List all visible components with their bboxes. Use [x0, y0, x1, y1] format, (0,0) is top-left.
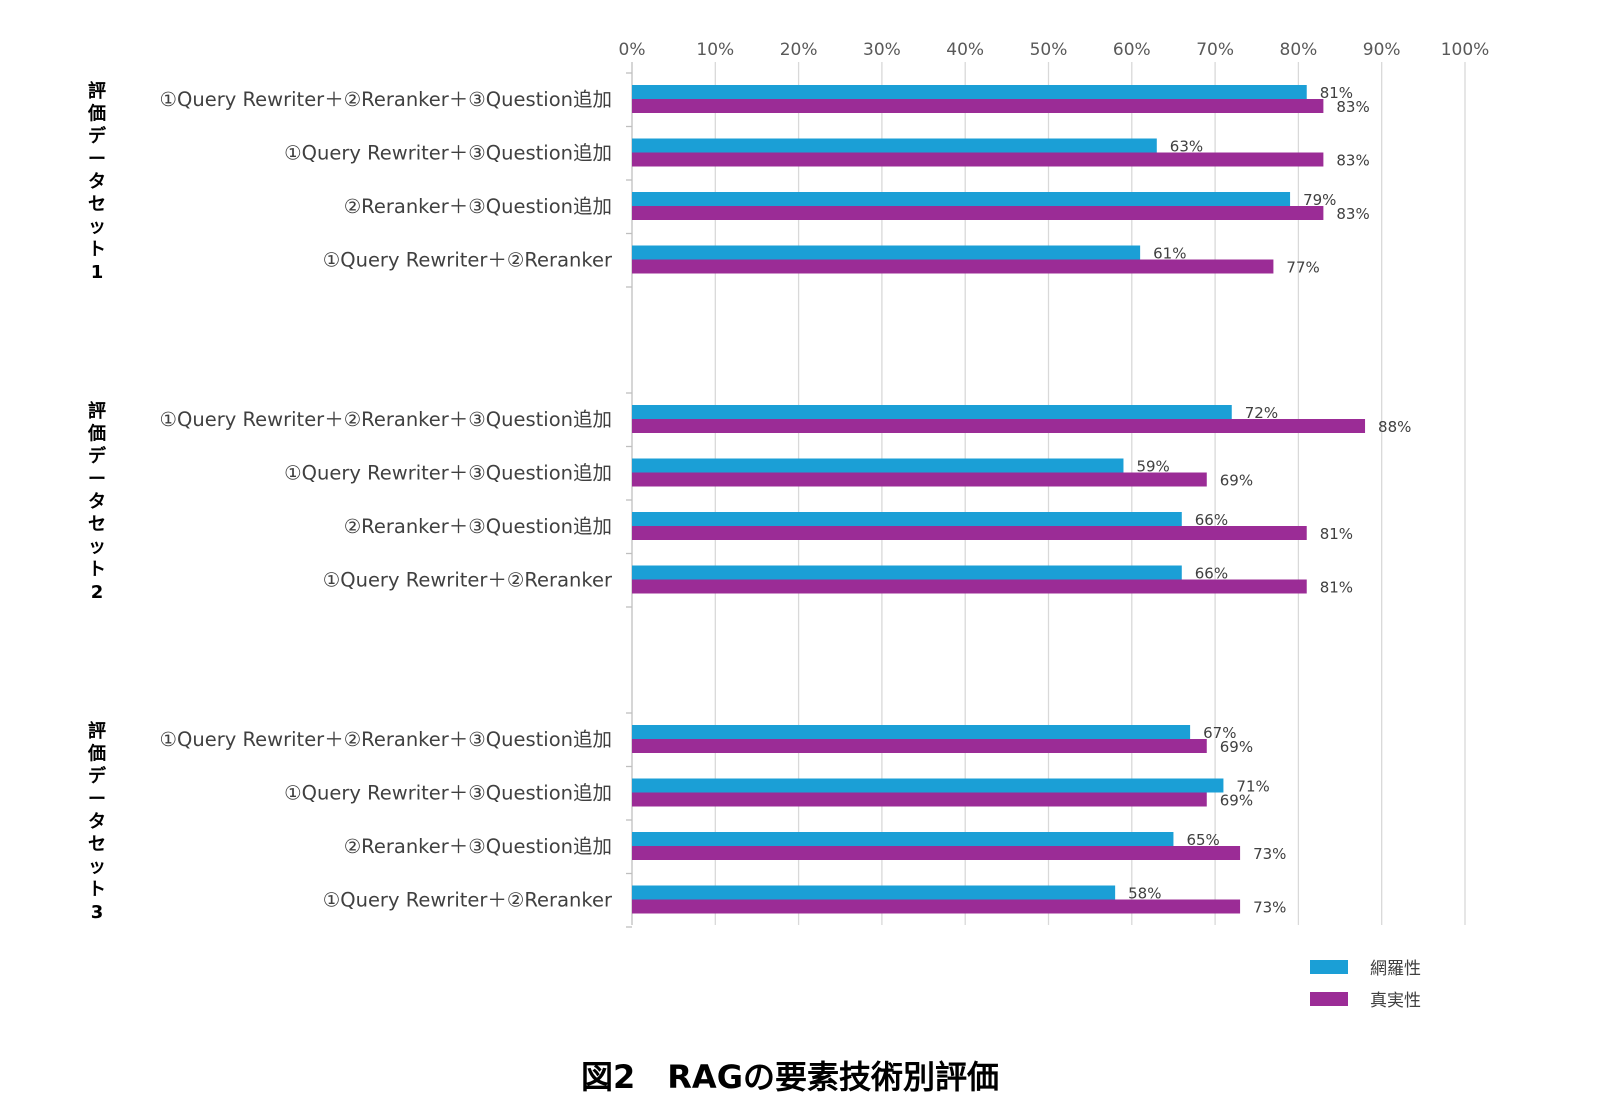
bar	[632, 565, 1182, 580]
data-label: 65%	[1186, 831, 1219, 849]
group-label: 評価データセット 1	[87, 80, 107, 283]
bar	[632, 259, 1274, 274]
category-label: ①Query Rewriter＋③Question追加	[284, 462, 612, 485]
x-tick-label: 50%	[1030, 40, 1068, 60]
data-label: 81%	[1320, 579, 1353, 597]
legend-label: 真実性	[1370, 991, 1421, 1011]
data-label: 73%	[1253, 899, 1286, 917]
data-label: 83%	[1336, 205, 1369, 223]
data-label: 59%	[1136, 458, 1169, 476]
data-label: 88%	[1378, 418, 1411, 436]
bar	[632, 832, 1174, 846]
bar	[632, 778, 1224, 793]
data-label: 69%	[1220, 738, 1253, 756]
bars	[632, 85, 1366, 914]
bar	[632, 85, 1307, 99]
bar	[632, 885, 1116, 900]
bar	[632, 512, 1182, 526]
category-label: ②Reranker＋③Question追加	[344, 195, 612, 218]
data-label: 67%	[1203, 724, 1236, 742]
data-label: 71%	[1236, 778, 1269, 796]
data-label: 77%	[1286, 259, 1319, 277]
data-label: 66%	[1195, 511, 1228, 529]
bar	[632, 206, 1324, 220]
group-labels: 評価データセット 1 評価データセット 2 評価データセット 3	[87, 80, 107, 923]
x-tick-label: 60%	[1113, 40, 1151, 60]
bar	[632, 725, 1191, 739]
category-labels: ①Query Rewriter＋②Reranker＋③Question追加 ①Qu…	[160, 88, 613, 912]
x-tick-label: 70%	[1196, 40, 1234, 60]
group-label: 評価データセット 3	[87, 720, 107, 923]
data-label: 69%	[1220, 792, 1253, 810]
bar	[632, 192, 1291, 206]
bar	[632, 152, 1324, 167]
category-label: ①Query Rewriter＋②Reranker	[323, 889, 613, 912]
data-label: 83%	[1336, 98, 1369, 116]
category-label: ②Reranker＋③Question追加	[344, 835, 612, 858]
legend-swatch	[1310, 992, 1348, 1006]
x-tick-label: 80%	[1280, 40, 1318, 60]
bar	[632, 899, 1241, 914]
data-label: 79%	[1303, 191, 1336, 209]
category-label: ①Query Rewriter＋③Question追加	[284, 782, 612, 805]
x-tick-label: 10%	[696, 40, 734, 60]
bar	[632, 138, 1157, 153]
data-label: 72%	[1245, 404, 1278, 422]
category-label: ①Query Rewriter＋③Question追加	[284, 142, 612, 165]
category-label: ①Query Rewriter＋②Reranker＋③Question追加	[160, 728, 612, 751]
bar	[632, 245, 1141, 260]
bar	[632, 792, 1207, 807]
bar	[632, 405, 1232, 419]
bar	[632, 579, 1307, 594]
bar	[632, 846, 1241, 860]
bar	[632, 472, 1207, 487]
data-label: 63%	[1170, 138, 1203, 156]
group-label: 評価データセット 2	[87, 400, 107, 603]
x-tick-label: 30%	[863, 40, 901, 60]
value-labels: 81%83%63%83%79%83%61%77%72%88%59%69%66%8…	[1128, 84, 1411, 917]
data-label: 61%	[1153, 245, 1186, 263]
bar	[632, 419, 1366, 433]
data-label: 83%	[1336, 152, 1369, 170]
data-label: 81%	[1320, 525, 1353, 543]
bar	[632, 739, 1207, 753]
category-label: ①Query Rewriter＋②Reranker	[323, 249, 613, 272]
legend-label: 網羅性	[1370, 959, 1421, 979]
data-label: 69%	[1220, 472, 1253, 490]
x-tick-label: 40%	[946, 40, 984, 60]
category-label: ①Query Rewriter＋②Reranker＋③Question追加	[160, 408, 612, 431]
data-label: 66%	[1195, 565, 1228, 583]
x-tick-label: 100%	[1441, 40, 1490, 60]
bar	[632, 526, 1307, 540]
bar	[632, 99, 1324, 113]
data-label: 81%	[1320, 84, 1353, 102]
bar	[632, 458, 1124, 473]
category-label: ②Reranker＋③Question追加	[344, 515, 612, 538]
x-tick-label: 0%	[619, 40, 646, 60]
category-label: ①Query Rewriter＋②Reranker	[323, 569, 613, 592]
legend-swatch	[1310, 960, 1348, 974]
x-tick-label: 90%	[1363, 40, 1401, 60]
figure-caption: 図2 RAGの要素技術別評価	[581, 1058, 999, 1096]
x-tick-label: 20%	[780, 40, 818, 60]
data-label: 58%	[1128, 885, 1161, 903]
x-axis-ticks: 0% 10% 20% 30% 40% 50% 60% 70% 80% 90% 100%	[619, 40, 1490, 60]
data-label: 73%	[1253, 845, 1286, 863]
category-label: ①Query Rewriter＋②Reranker＋③Question追加	[160, 88, 612, 111]
